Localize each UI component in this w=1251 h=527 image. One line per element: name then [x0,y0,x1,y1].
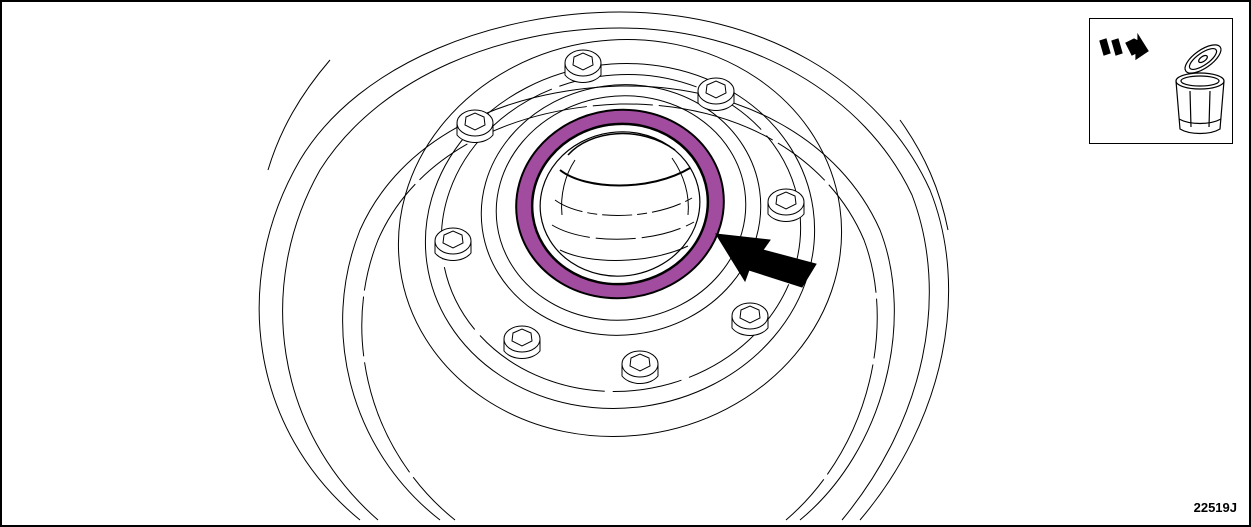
lug-bolt [564,49,602,83]
lug-bolts [434,49,805,384]
lug-bolt [767,188,805,222]
hub-bore [551,132,695,261]
lug-bolt [503,325,541,359]
figure-id-label: 22519J [1193,500,1237,515]
discard-trash-can-icon [1099,32,1225,135]
discard-inset-box [1089,18,1233,144]
lug-bolt [697,77,735,111]
outer-rotor-arcs [258,11,950,521]
lug-bolt [456,109,494,143]
lug-bolt [434,227,472,261]
lug-bolt [731,302,769,336]
oil-seal-highlight [515,108,725,300]
indicator-arrow [715,233,817,288]
lug-bolt [621,350,659,384]
